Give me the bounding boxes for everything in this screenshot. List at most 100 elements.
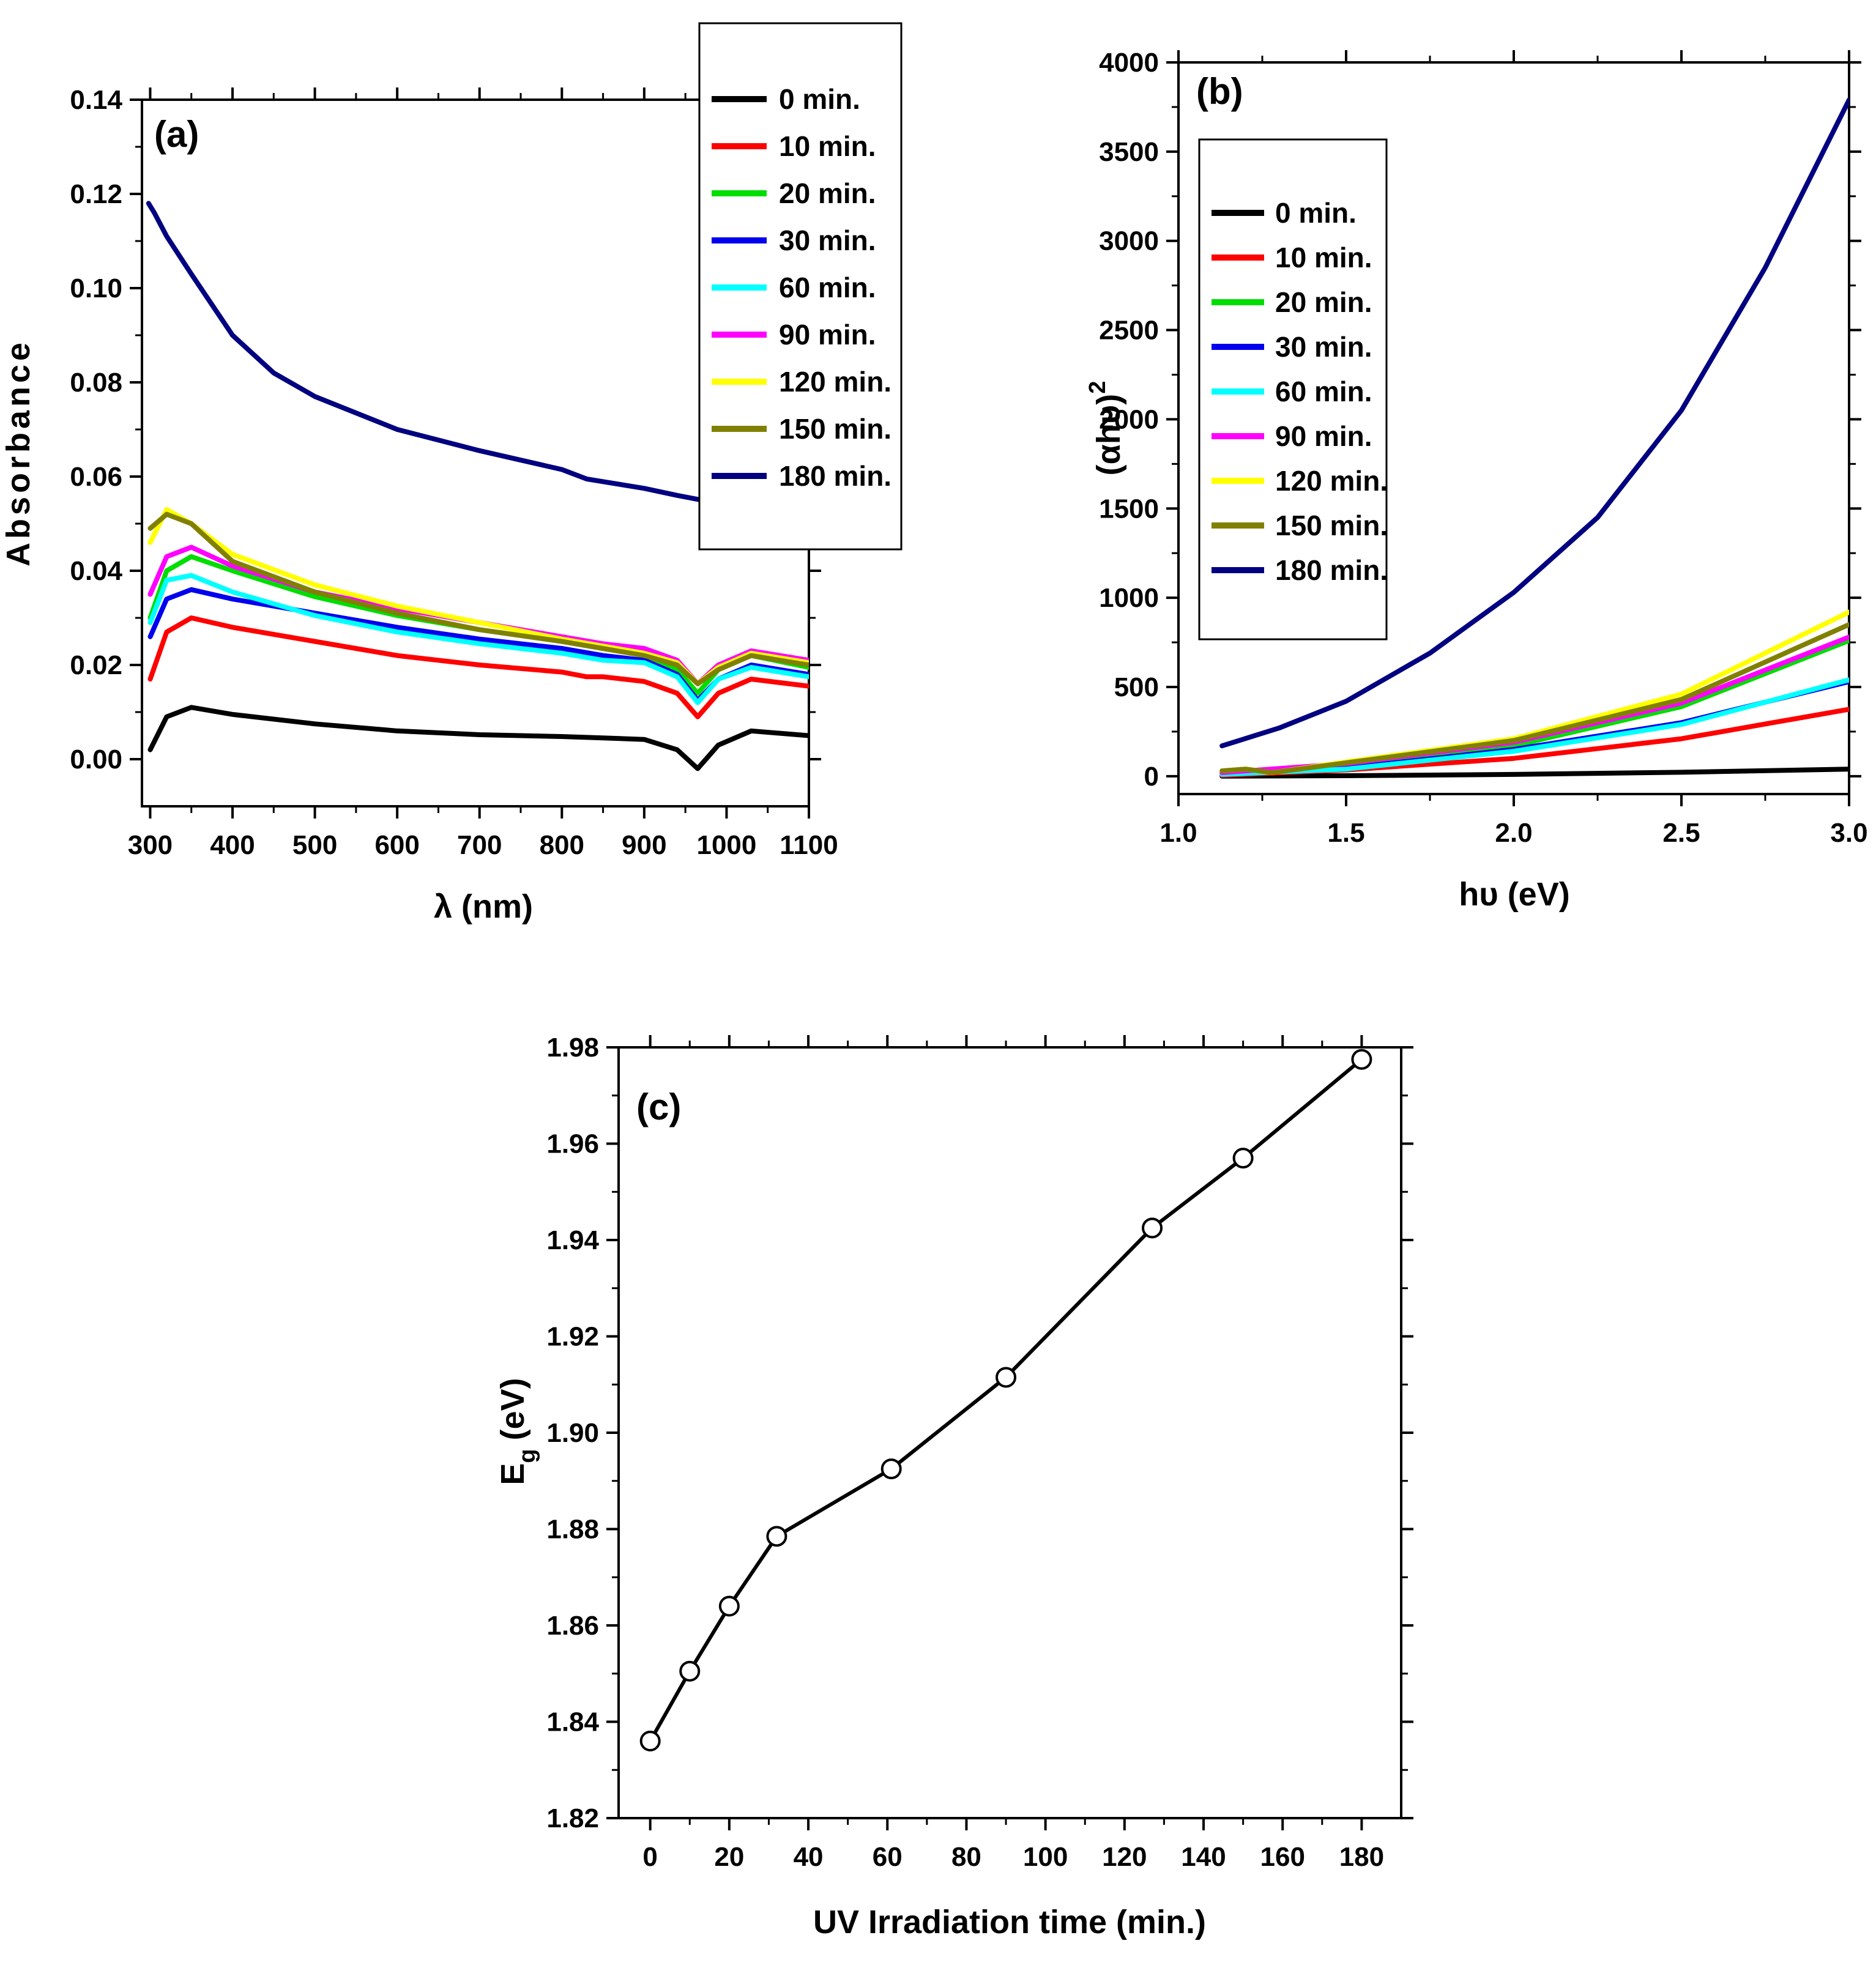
panel-label: (b) [1196, 71, 1243, 112]
legend: 0 min. 10 min. 20 min. 30 min. 60 min. 90 min… [1198, 138, 1388, 641]
data-point-marker [996, 1367, 1017, 1388]
x-tick-label: 2.0 [1495, 818, 1532, 848]
legend-entry-label: 120 min. [779, 366, 891, 398]
x-tick-label: 160 [1260, 1842, 1305, 1872]
x-tick-label: 1100 [780, 830, 838, 860]
y-axis-label-subscript: g [515, 1449, 540, 1463]
y-tick-label: 0 [1144, 762, 1159, 792]
y-tick-label: 1.82 [546, 1803, 599, 1833]
series-line-10-min- [147, 615, 809, 719]
x-tick-label: 300 [128, 830, 173, 860]
legend-entry-label: 0 min. [1275, 197, 1357, 229]
y-tick-label: 1.92 [546, 1322, 599, 1352]
y-axis-label-superscript: 2 [1085, 381, 1111, 394]
y-tick-label: 2000 [1099, 404, 1159, 434]
data-point-marker [1142, 1217, 1163, 1239]
x-tick-label: 180 [1339, 1842, 1384, 1872]
series-group [648, 1057, 1364, 1743]
y-tick-label: 4000 [1099, 48, 1159, 78]
x-axis-label: UV Irradiation time (min.) [813, 1904, 1206, 1940]
y-axis-label: Absorbance [0, 339, 37, 566]
x-tick-label: 0 [642, 1842, 657, 1872]
x-tick-label: 2.5 [1662, 818, 1700, 848]
y-tick-label: 0.00 [70, 744, 122, 774]
chart-panel-c: 0 20 40 60 80 100 120 140 160 180 1.82 1.84 1.86 1.88… [494, 1033, 1413, 1940]
y-tick-label: 0.10 [70, 273, 122, 303]
legend-entry-label: 60 min. [1275, 376, 1372, 407]
series-line-eg [648, 1057, 1364, 1743]
y-tick-label: 1000 [1099, 583, 1159, 613]
legend-entry-label: 30 min. [1275, 331, 1372, 363]
x-tick-label: 1000 [696, 830, 756, 860]
x-tick-label: 140 [1181, 1842, 1226, 1872]
y-axis-label: Eg (eV) [494, 1378, 540, 1485]
x-axis-label: hυ (eV) [1459, 876, 1569, 913]
y-tick-label: 3000 [1099, 226, 1159, 256]
data-point-marker [718, 1595, 740, 1617]
x-tick-label: 400 [210, 830, 255, 860]
y-tick-label: 0.06 [70, 462, 122, 492]
legend-entry-label: 180 min. [779, 460, 891, 492]
x-tick-label: 1.5 [1327, 818, 1364, 848]
y-tick-label: 0.02 [70, 650, 122, 680]
x-tick-label: 60 [873, 1842, 903, 1872]
x-tick-label: 700 [457, 830, 502, 860]
series-line-0-min- [1219, 767, 1849, 779]
series-line-150-min- [1219, 622, 1849, 775]
legend-entry-label: 150 min. [779, 413, 891, 445]
legend-entry-label: 20 min. [1275, 286, 1372, 318]
x-axis-label: λ (nm) [434, 888, 533, 925]
legend-entry-label: 150 min. [1275, 510, 1388, 541]
y-axis-label-unit: (eV) [494, 1378, 531, 1440]
data-point-marker [639, 1731, 661, 1751]
y-tick-label: 0.12 [70, 179, 122, 209]
legend-entry-label: 20 min. [779, 177, 876, 209]
x-tick-label: 500 [292, 830, 337, 860]
x-tick-label: 120 [1102, 1842, 1147, 1872]
series-line-150-min- [147, 511, 809, 686]
x-tick-label: 3.0 [1830, 818, 1867, 848]
x-tick-label: 80 [951, 1842, 981, 1872]
y-tick-label: 1.88 [546, 1515, 599, 1545]
y-tick-label: 1.98 [546, 1033, 599, 1063]
legend: 0 min. 10 min. 20 min. 30 min. 60 min. 90 min… [698, 22, 903, 551]
x-tick-label: 40 [794, 1842, 824, 1872]
y-tick-label: 0.14 [70, 85, 122, 115]
series-line-60-min- [147, 573, 809, 705]
legend-entry-label: 90 min. [1275, 420, 1372, 452]
x-tick-label: 600 [374, 830, 419, 860]
y-tick-label: 1.86 [546, 1611, 599, 1641]
legend-entry-label: 10 min. [779, 130, 876, 162]
series-group [146, 201, 809, 771]
x-tick-label: 800 [540, 830, 584, 860]
y-tick-label: 1.84 [546, 1707, 599, 1737]
series-line-60-min- [1219, 677, 1849, 777]
y-tick-label: 2500 [1099, 316, 1159, 346]
y-tick-label: 1.90 [546, 1418, 599, 1448]
legend-entry-label: 60 min. [779, 272, 876, 303]
legend-entry-label: 120 min. [1275, 465, 1388, 497]
panel-label: (c) [636, 1086, 681, 1127]
legend-entry-label: 90 min. [779, 319, 876, 351]
data-point-marker [1351, 1049, 1372, 1070]
y-axis-label: (αhυ)2 [1085, 381, 1127, 476]
series-line-0-min- [147, 705, 809, 771]
legend-entry-label: 30 min. [779, 225, 876, 256]
x-tick-label: 20 [714, 1842, 744, 1872]
y-tick-label: 1500 [1099, 494, 1159, 524]
chart-panel-a: 300 400 500 600 700 800 900 1000 1100 0.00 0.02 0.0… [0, 22, 903, 925]
y-tick-label: 1.96 [546, 1129, 599, 1159]
x-tick-label: 100 [1023, 1842, 1068, 1872]
data-point-marker [766, 1526, 787, 1547]
y-axis-label-text: Absorbance [0, 339, 37, 566]
legend-entry-label: 180 min. [1275, 554, 1388, 586]
y-tick-label: 500 [1114, 672, 1159, 702]
data-point-marker [880, 1458, 902, 1480]
y-tick-label: 0.04 [70, 556, 122, 586]
x-tick-label: 900 [622, 830, 666, 860]
chart-panel-b: 1.0 1.5 2.0 2.5 3.0 0 500 1000 1500 2000 2500 3000 3… [1085, 48, 1868, 913]
legend-entry-label: 10 min. [1275, 242, 1372, 273]
data-point-marker [1232, 1148, 1254, 1169]
legend-entry-label: 0 min. [779, 83, 860, 115]
